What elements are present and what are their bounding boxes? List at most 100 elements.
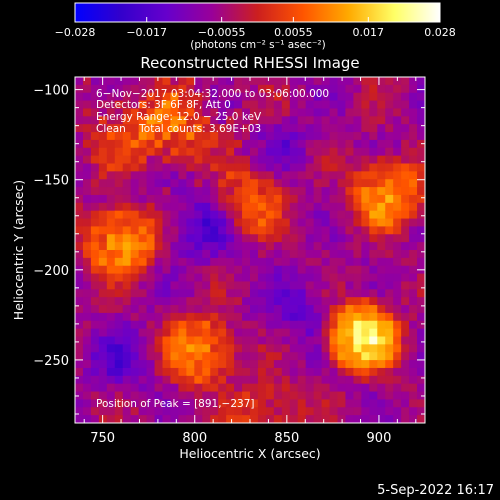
heatmap-cell [90, 92, 100, 102]
heatmap-cell [194, 367, 203, 377]
heatmap-cell [409, 179, 418, 188]
heatmap-cell [250, 281, 259, 290]
heatmap-cell [321, 124, 331, 133]
heatmap-cell [186, 92, 195, 102]
heatmap-cell [369, 210, 378, 220]
heatmap-cell [82, 250, 92, 259]
heatmap-cell [146, 179, 156, 188]
heatmap-cell [194, 360, 203, 369]
heatmap-cell [154, 257, 164, 267]
heatmap-cell [305, 407, 315, 416]
heatmap-cell [138, 132, 148, 141]
heatmap-cell [178, 187, 187, 196]
heatmap-cell [297, 234, 307, 243]
heatmap-cell [313, 383, 323, 393]
heatmap-cell [297, 281, 307, 290]
heatmap-cell [146, 210, 156, 220]
heatmap-cell [257, 250, 267, 259]
heatmap-cell [194, 84, 203, 94]
heatmap-cell [385, 100, 394, 110]
heatmap-cell [178, 352, 187, 361]
heatmap-cell [337, 281, 347, 290]
heatmap-cell [417, 399, 425, 408]
heatmap-cell [369, 289, 378, 298]
heatmap-cell [273, 257, 283, 267]
heatmap-cell [329, 250, 339, 259]
heatmap-cell [234, 242, 243, 251]
heatmap-cell [321, 415, 331, 423]
heatmap-cell [257, 415, 267, 423]
y-axis-label: Heliocentric Y (arcsec) [11, 180, 26, 320]
heatmap-cell [226, 124, 235, 133]
heatmap-cell [82, 312, 92, 322]
heatmap-cell [409, 407, 418, 416]
heatmap-cell [257, 320, 267, 330]
heatmap-cell [218, 155, 227, 165]
heatmap-cell [114, 84, 124, 94]
heatmap-cell [226, 179, 235, 188]
heatmap-cell [130, 265, 140, 275]
heatmap-cell [417, 194, 425, 204]
heatmap-cell [122, 179, 132, 188]
heatmap-cell [409, 163, 418, 172]
heatmap-cell [377, 383, 386, 393]
heatmap-cell [202, 305, 211, 314]
heatmap-cell [146, 92, 156, 102]
heatmap-cell [257, 147, 267, 157]
heatmap-cell [90, 320, 100, 330]
heatmap-cell [409, 265, 418, 275]
heatmap-cell [265, 187, 275, 196]
heatmap-cell [305, 257, 315, 267]
heatmap-cell [122, 383, 132, 393]
heatmap-cell [146, 375, 156, 385]
heatmap-cell [385, 163, 394, 172]
heatmap-cell [257, 336, 267, 345]
heatmap-cell [345, 383, 354, 393]
heatmap-cell [329, 352, 339, 361]
heatmap-cell [98, 84, 108, 94]
heatmap-cell [401, 194, 410, 204]
heatmap-cell [417, 328, 425, 338]
heatmap-cell [313, 265, 323, 275]
heatmap-cell [226, 139, 235, 149]
heatmap-cell [234, 124, 243, 133]
heatmap-cell [393, 367, 402, 377]
heatmap-cell [170, 84, 179, 94]
heatmap-cell [186, 265, 195, 275]
heatmap-cell [154, 100, 164, 110]
heatmap-cell [345, 407, 354, 416]
heatmap-cell [178, 194, 187, 204]
heatmap-cell [218, 391, 227, 401]
heatmap-cell [122, 281, 132, 290]
heatmap-cell [122, 155, 132, 165]
heatmap-cell [385, 360, 394, 369]
heatmap-cell [297, 273, 307, 283]
heatmap-cell [106, 108, 116, 117]
heatmap-cell [122, 187, 132, 196]
heatmap-cell [369, 187, 378, 196]
heatmap-cell [122, 289, 132, 298]
heatmap-cell [75, 147, 84, 157]
heatmap-cell [202, 139, 211, 149]
heatmap-cell [250, 171, 259, 180]
heatmap-cell [98, 399, 108, 408]
heatmap-cell [186, 250, 195, 259]
heatmap-cell [257, 312, 267, 322]
heatmap-cell [98, 407, 108, 416]
heatmap-cell [281, 100, 291, 110]
heatmap-cell [297, 210, 307, 220]
heatmap-cell [297, 187, 307, 196]
heatmap-cell [90, 250, 100, 259]
heatmap-cell [345, 179, 354, 188]
heatmap-cell [313, 375, 323, 385]
heatmap-cell [218, 187, 227, 196]
heatmap-cell [210, 297, 219, 306]
heatmap-cell [305, 320, 315, 330]
heatmap-cell [337, 100, 347, 110]
heatmap-cell [250, 375, 259, 385]
heatmap-cell [353, 305, 362, 314]
heatmap-cell [194, 210, 203, 220]
heatmap-cell [242, 415, 251, 423]
heatmap-cell [146, 344, 156, 353]
heatmap-cell [393, 77, 402, 86]
